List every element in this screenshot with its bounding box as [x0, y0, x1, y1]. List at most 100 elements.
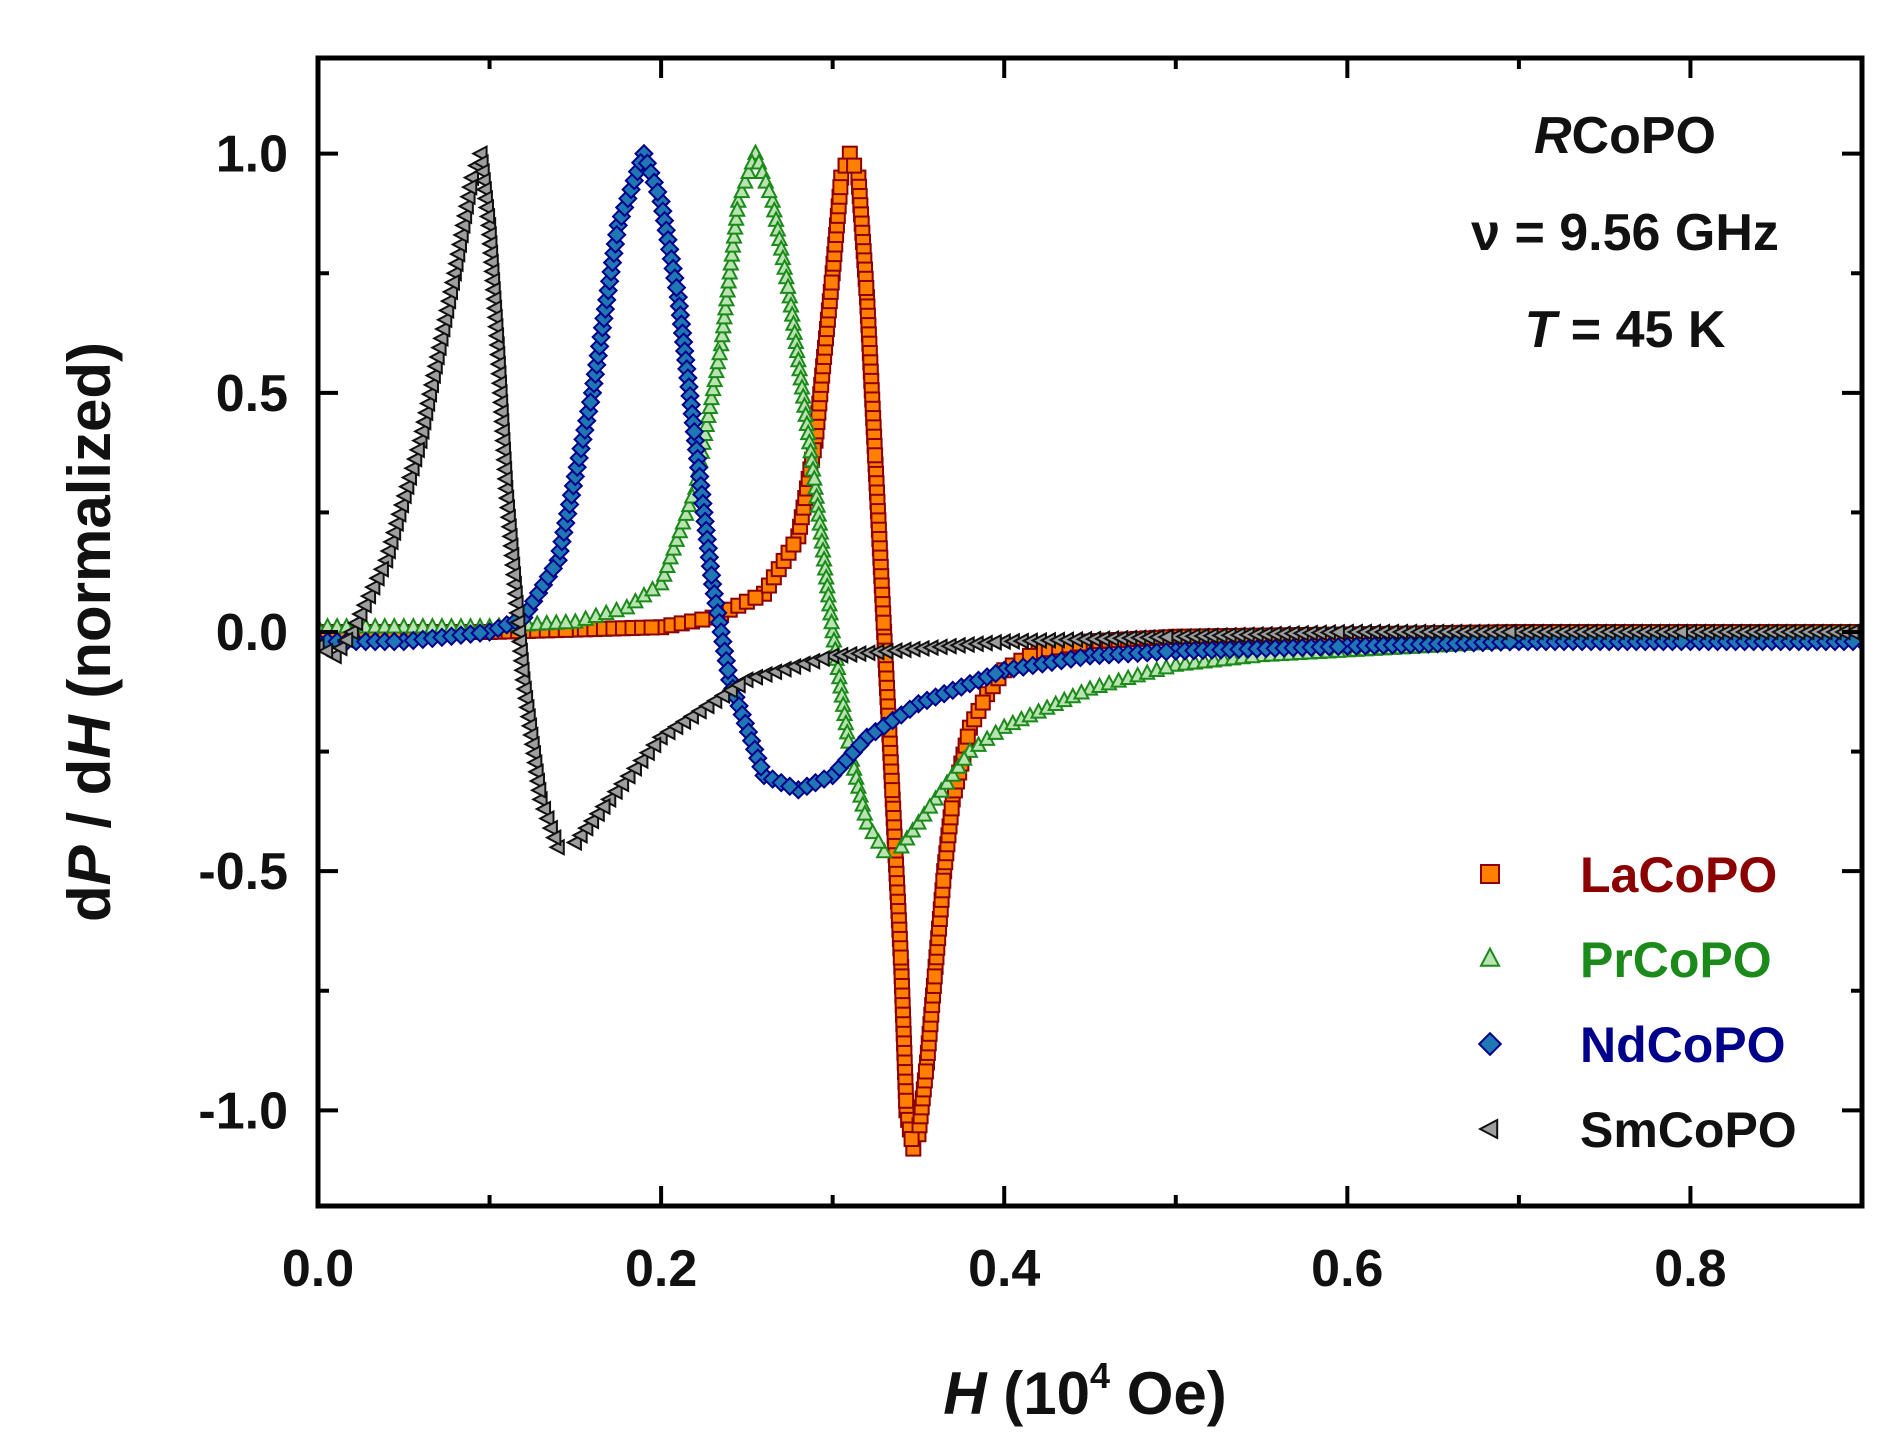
data-point [655, 565, 673, 582]
data-point [680, 495, 698, 513]
data-point [502, 537, 519, 555]
legend-marker-ndcopo [1477, 1031, 1503, 1057]
data-point [858, 813, 876, 830]
data-point [724, 236, 742, 253]
data-point [578, 401, 599, 422]
data-point [519, 707, 536, 726]
data-point [814, 769, 834, 789]
data-point [699, 406, 717, 423]
data-point [582, 812, 600, 830]
data-point [727, 209, 745, 226]
data-point [714, 316, 732, 334]
data-point [607, 600, 626, 618]
data-point [516, 689, 534, 707]
data-point [478, 207, 496, 226]
data-point [652, 573, 670, 591]
data-point [584, 373, 604, 394]
data-point [527, 763, 544, 781]
data-point [1500, 623, 1517, 641]
data-point [779, 776, 800, 797]
data-point [443, 273, 460, 292]
data-point [1070, 647, 1091, 668]
data-point [508, 613, 526, 632]
data-point [715, 307, 734, 325]
data-point [725, 227, 743, 244]
data-point [428, 348, 445, 366]
data-point [397, 478, 415, 496]
data-point [359, 587, 377, 605]
data-point [509, 623, 527, 641]
data-point [422, 376, 439, 394]
series-ndcopo [318, 143, 1862, 800]
data-point [892, 949, 909, 966]
data-point [921, 797, 939, 814]
data-point [898, 829, 916, 846]
data-point [588, 345, 609, 366]
data-point [387, 514, 404, 533]
data-point [729, 676, 746, 694]
data-point [503, 556, 521, 574]
data-point [736, 172, 754, 189]
data-point [384, 631, 405, 652]
data-point [331, 639, 348, 657]
data-point [869, 832, 888, 849]
legend-marker-prcopo [1479, 946, 1501, 967]
data-point [674, 513, 692, 530]
data-point [351, 605, 368, 623]
y-tick-label: -1.0 [198, 1082, 288, 1140]
x-tick-label: 0.4 [968, 1240, 1040, 1298]
y-tick-label: 0.5 [216, 365, 288, 423]
data-point [355, 596, 372, 614]
data-point [501, 527, 518, 545]
y-tick-label: 0.0 [216, 604, 288, 662]
data-point [986, 723, 1005, 740]
data-point [864, 822, 882, 840]
annotation-material: RCoPO [1534, 107, 1716, 165]
data-point [437, 301, 455, 320]
data-point [867, 447, 884, 464]
data-point [534, 800, 552, 818]
data-point [702, 388, 721, 406]
data-point [441, 283, 459, 301]
data-point [450, 235, 467, 254]
data-point [379, 542, 396, 560]
data-point [336, 631, 354, 649]
data-point [832, 179, 849, 196]
data-point [420, 385, 438, 403]
data-point [644, 736, 662, 754]
data-point [1328, 636, 1349, 657]
data-point [502, 546, 520, 565]
data-point [448, 245, 466, 263]
data-point [926, 789, 945, 806]
data-point [751, 756, 771, 777]
legend-label-ndcopo: NdCoPO [1580, 1017, 1786, 1073]
data-point [677, 504, 695, 521]
data-point [892, 837, 910, 854]
data-point [523, 735, 540, 753]
data-point [701, 397, 719, 415]
x-axis-title: H (104 Oe) [943, 1355, 1226, 1427]
data-point [595, 299, 616, 319]
data-point [779, 277, 797, 294]
data-point [643, 619, 660, 636]
legend-marker-smcopo [1477, 1118, 1499, 1140]
data-point [430, 339, 447, 357]
data-point [513, 661, 530, 679]
data-point [760, 181, 778, 199]
data-point [408, 441, 425, 459]
data-point [666, 277, 687, 298]
data-point [728, 200, 746, 217]
data-point [497, 489, 515, 507]
x-tick-label: 0.6 [1311, 1240, 1383, 1298]
data-point [325, 647, 342, 665]
data-point [571, 826, 588, 844]
data-point [903, 1131, 920, 1148]
data-point [926, 968, 943, 985]
data-point [318, 642, 334, 660]
data-point [698, 415, 716, 432]
data-point [460, 178, 478, 196]
data-point [541, 819, 558, 837]
data-point [985, 633, 1002, 651]
data-point [625, 759, 642, 777]
data-point [521, 726, 539, 744]
